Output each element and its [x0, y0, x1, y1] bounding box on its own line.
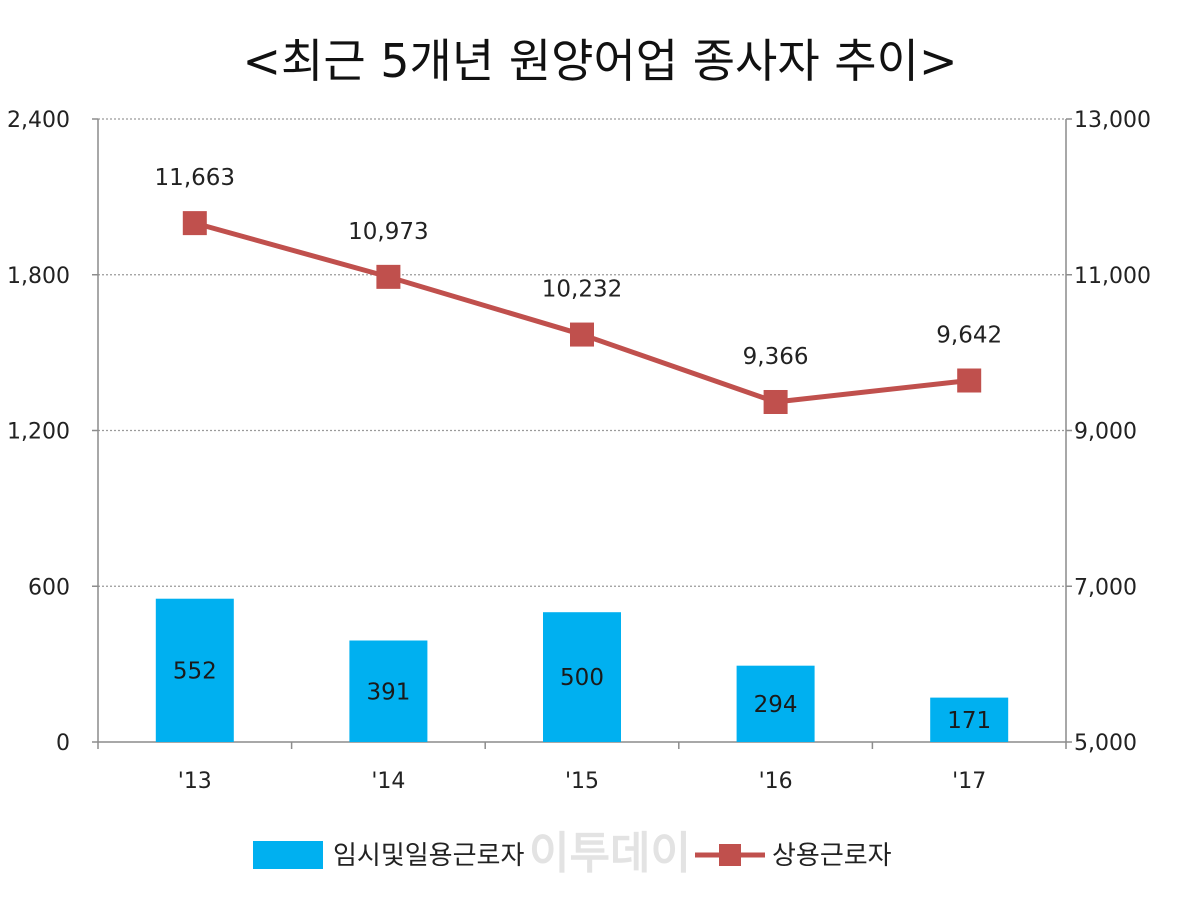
bar-data-label: 552: [173, 658, 217, 684]
legend: 임시및일용근로자 상용근로자: [253, 841, 892, 871]
line-data-label: 9,366: [743, 344, 809, 370]
bar: [543, 612, 621, 742]
bar-data-label: 294: [754, 692, 798, 718]
y-right-tick-label: 7,000: [1074, 575, 1137, 600]
x-tick-label: '14: [371, 769, 405, 794]
line-point: [957, 368, 982, 393]
bar-data-label: 391: [366, 679, 410, 705]
bar: [736, 665, 815, 742]
line-data-label: 9,642: [936, 323, 1002, 349]
bar: [155, 598, 234, 742]
y-right-tick-label: 5,000: [1074, 731, 1137, 756]
legend-swatch-bar: [253, 841, 323, 869]
line-point: [570, 322, 594, 347]
grid-lines: [98, 118, 1066, 587]
y-left-tick-label: 2,400: [7, 108, 70, 133]
legend-label-line: 상용근로자: [772, 841, 892, 871]
bar-data-label: 500: [560, 665, 604, 691]
line-series: [182, 211, 982, 414]
y-right-tick-label: 9,000: [1074, 420, 1137, 445]
bar-data-label: 171: [947, 708, 991, 734]
bar: [349, 640, 428, 742]
y-left-tick-label: 1,800: [7, 264, 70, 289]
line-data-label: 10,973: [348, 219, 428, 245]
line-point: [763, 389, 788, 414]
bar: [930, 697, 1009, 742]
y-right-tick-label: 11,000: [1074, 264, 1151, 289]
bar-series: [155, 598, 1009, 742]
line-data-label: 11,663: [155, 165, 235, 191]
legend-label-bar: 임시및일용근로자: [333, 841, 524, 871]
y-left-tick-label: 0: [56, 731, 70, 756]
y-left-tick-label: 600: [28, 575, 70, 600]
watermark-logo: 이투데이: [529, 828, 691, 879]
line-path: [194, 220, 970, 405]
line-data-label: 10,232: [542, 277, 622, 303]
x-tick-label: '13: [178, 769, 212, 794]
x-tick-label: '17: [952, 769, 986, 794]
line-point: [376, 264, 401, 289]
y-left-tick-label: 1,200: [7, 420, 70, 445]
chart-title: <최근 5개년 원양어업 종사자 추이>: [242, 34, 957, 88]
line-point: [182, 211, 207, 236]
y-right-tick-label: 13,000: [1074, 108, 1151, 133]
x-tick-label: '16: [759, 769, 793, 794]
x-tick-label: '15: [565, 769, 599, 794]
data-labels: 552 391 500 294 171 11,663 10,973 10,232 9,366 9,…: [155, 165, 1003, 734]
legend-swatch-marker: [719, 844, 741, 866]
